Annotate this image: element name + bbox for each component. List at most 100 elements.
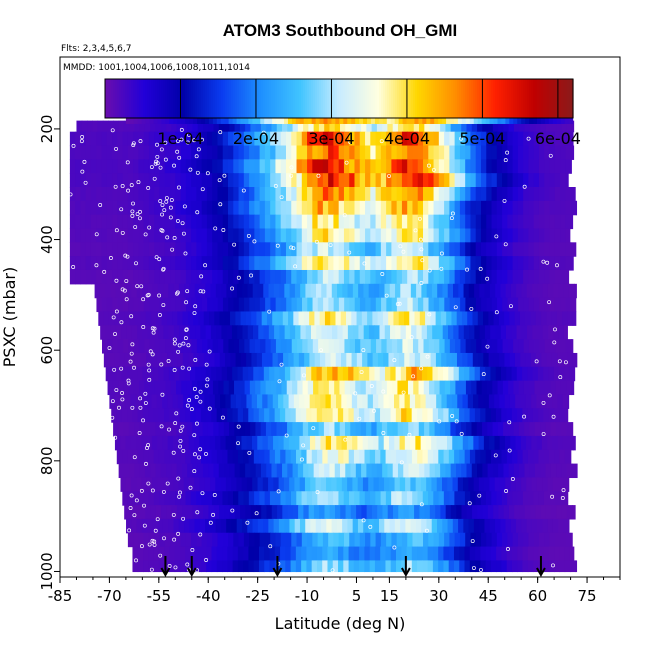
heat-cell xyxy=(560,200,566,216)
heat-cell xyxy=(469,449,476,465)
heat-cell xyxy=(123,339,129,354)
heat-cell xyxy=(258,325,265,340)
heat-cell xyxy=(159,173,166,188)
heat-cell xyxy=(331,435,337,451)
heat-cell xyxy=(122,131,129,147)
heat-cell xyxy=(464,366,470,382)
heat-cell xyxy=(516,518,522,534)
heat-cell xyxy=(285,228,292,243)
heat-cell xyxy=(551,311,558,326)
heat-cell xyxy=(280,145,287,160)
heat-cell xyxy=(230,352,237,368)
heat-cell xyxy=(144,422,151,437)
heat-cell xyxy=(317,491,324,506)
heat-cell xyxy=(384,325,391,340)
heat-cell xyxy=(238,159,245,174)
heat-cell xyxy=(307,256,313,271)
heat-cell xyxy=(173,477,180,492)
heat-cell xyxy=(133,532,140,548)
heat-cell xyxy=(307,214,313,230)
heat-cell xyxy=(531,477,538,492)
heat-cell xyxy=(489,113,495,124)
heat-cell xyxy=(541,352,548,368)
heat-cell xyxy=(355,120,362,133)
heat-cell xyxy=(238,532,245,548)
colorbar-cell xyxy=(387,79,390,118)
heat-cell xyxy=(477,311,484,326)
heat-cell xyxy=(165,380,172,396)
heat-cell xyxy=(539,297,546,313)
heat-cell xyxy=(511,366,518,382)
sample-point xyxy=(137,431,142,435)
heat-cell xyxy=(379,325,386,340)
heat-cell xyxy=(271,463,278,479)
heat-cell xyxy=(243,532,250,548)
heat-cell xyxy=(117,145,124,160)
colorbar-cell xyxy=(427,79,430,118)
heat-cell xyxy=(544,532,551,548)
colorbar-cell xyxy=(409,79,412,118)
heat-cell xyxy=(106,159,113,174)
heat-cell xyxy=(402,113,408,124)
heat-cell xyxy=(280,491,287,506)
heat-cell xyxy=(561,505,568,520)
heat-cell xyxy=(317,228,324,243)
heat-cell xyxy=(391,214,398,230)
heat-cell xyxy=(382,113,388,124)
sample-point xyxy=(212,493,217,497)
colorbar-cell xyxy=(509,79,512,118)
heat-cell xyxy=(354,145,361,160)
heat-cell xyxy=(243,256,250,271)
sample-point xyxy=(164,199,169,204)
heat-cell xyxy=(301,200,308,216)
heat-cell xyxy=(181,463,188,479)
heat-cell xyxy=(472,352,479,368)
sample-point xyxy=(80,134,85,139)
colorbar-cell xyxy=(349,79,352,118)
heat-cell xyxy=(251,352,258,368)
heat-cell xyxy=(375,242,382,257)
heat-cell xyxy=(454,187,461,202)
heat-cell xyxy=(159,159,166,174)
sample-point xyxy=(419,502,424,507)
heat-cell xyxy=(268,477,274,492)
sample-point xyxy=(143,232,148,237)
sample-point xyxy=(107,346,112,350)
heat-cell xyxy=(127,269,134,285)
sample-point xyxy=(143,391,148,396)
heat-cell xyxy=(560,113,566,124)
heat-cell xyxy=(515,477,522,492)
heat-cell xyxy=(537,518,544,534)
colorbar-cell xyxy=(435,79,438,118)
heat-cell xyxy=(504,394,511,409)
heat-cell xyxy=(424,120,431,133)
sample-point xyxy=(160,212,164,217)
sample-point xyxy=(154,255,159,260)
sample-point xyxy=(485,276,490,281)
sample-point xyxy=(177,490,182,495)
heat-cell xyxy=(369,546,376,562)
sample-point xyxy=(111,315,116,320)
heat-cell xyxy=(122,269,129,285)
heat-cell xyxy=(273,283,280,299)
heat-cell xyxy=(500,518,507,534)
heat-cell xyxy=(153,366,160,382)
heat-cell xyxy=(438,491,445,506)
heat-cell xyxy=(331,477,338,492)
heat-cell xyxy=(157,283,164,299)
heat-cell xyxy=(196,339,203,354)
heat-cell xyxy=(533,560,539,573)
heat-cell xyxy=(280,560,286,573)
heat-cell xyxy=(80,256,87,271)
heat-cell xyxy=(438,145,445,160)
heat-cell xyxy=(122,159,129,174)
colorbar-cell xyxy=(359,79,362,118)
heat-cell xyxy=(449,256,456,271)
heat-cell xyxy=(172,394,179,409)
heat-cell xyxy=(544,145,551,160)
heat-cell xyxy=(453,113,459,124)
sample-point xyxy=(185,289,190,294)
heat-cell xyxy=(320,435,327,451)
sample-point xyxy=(117,405,121,410)
heat-cell xyxy=(285,214,292,230)
